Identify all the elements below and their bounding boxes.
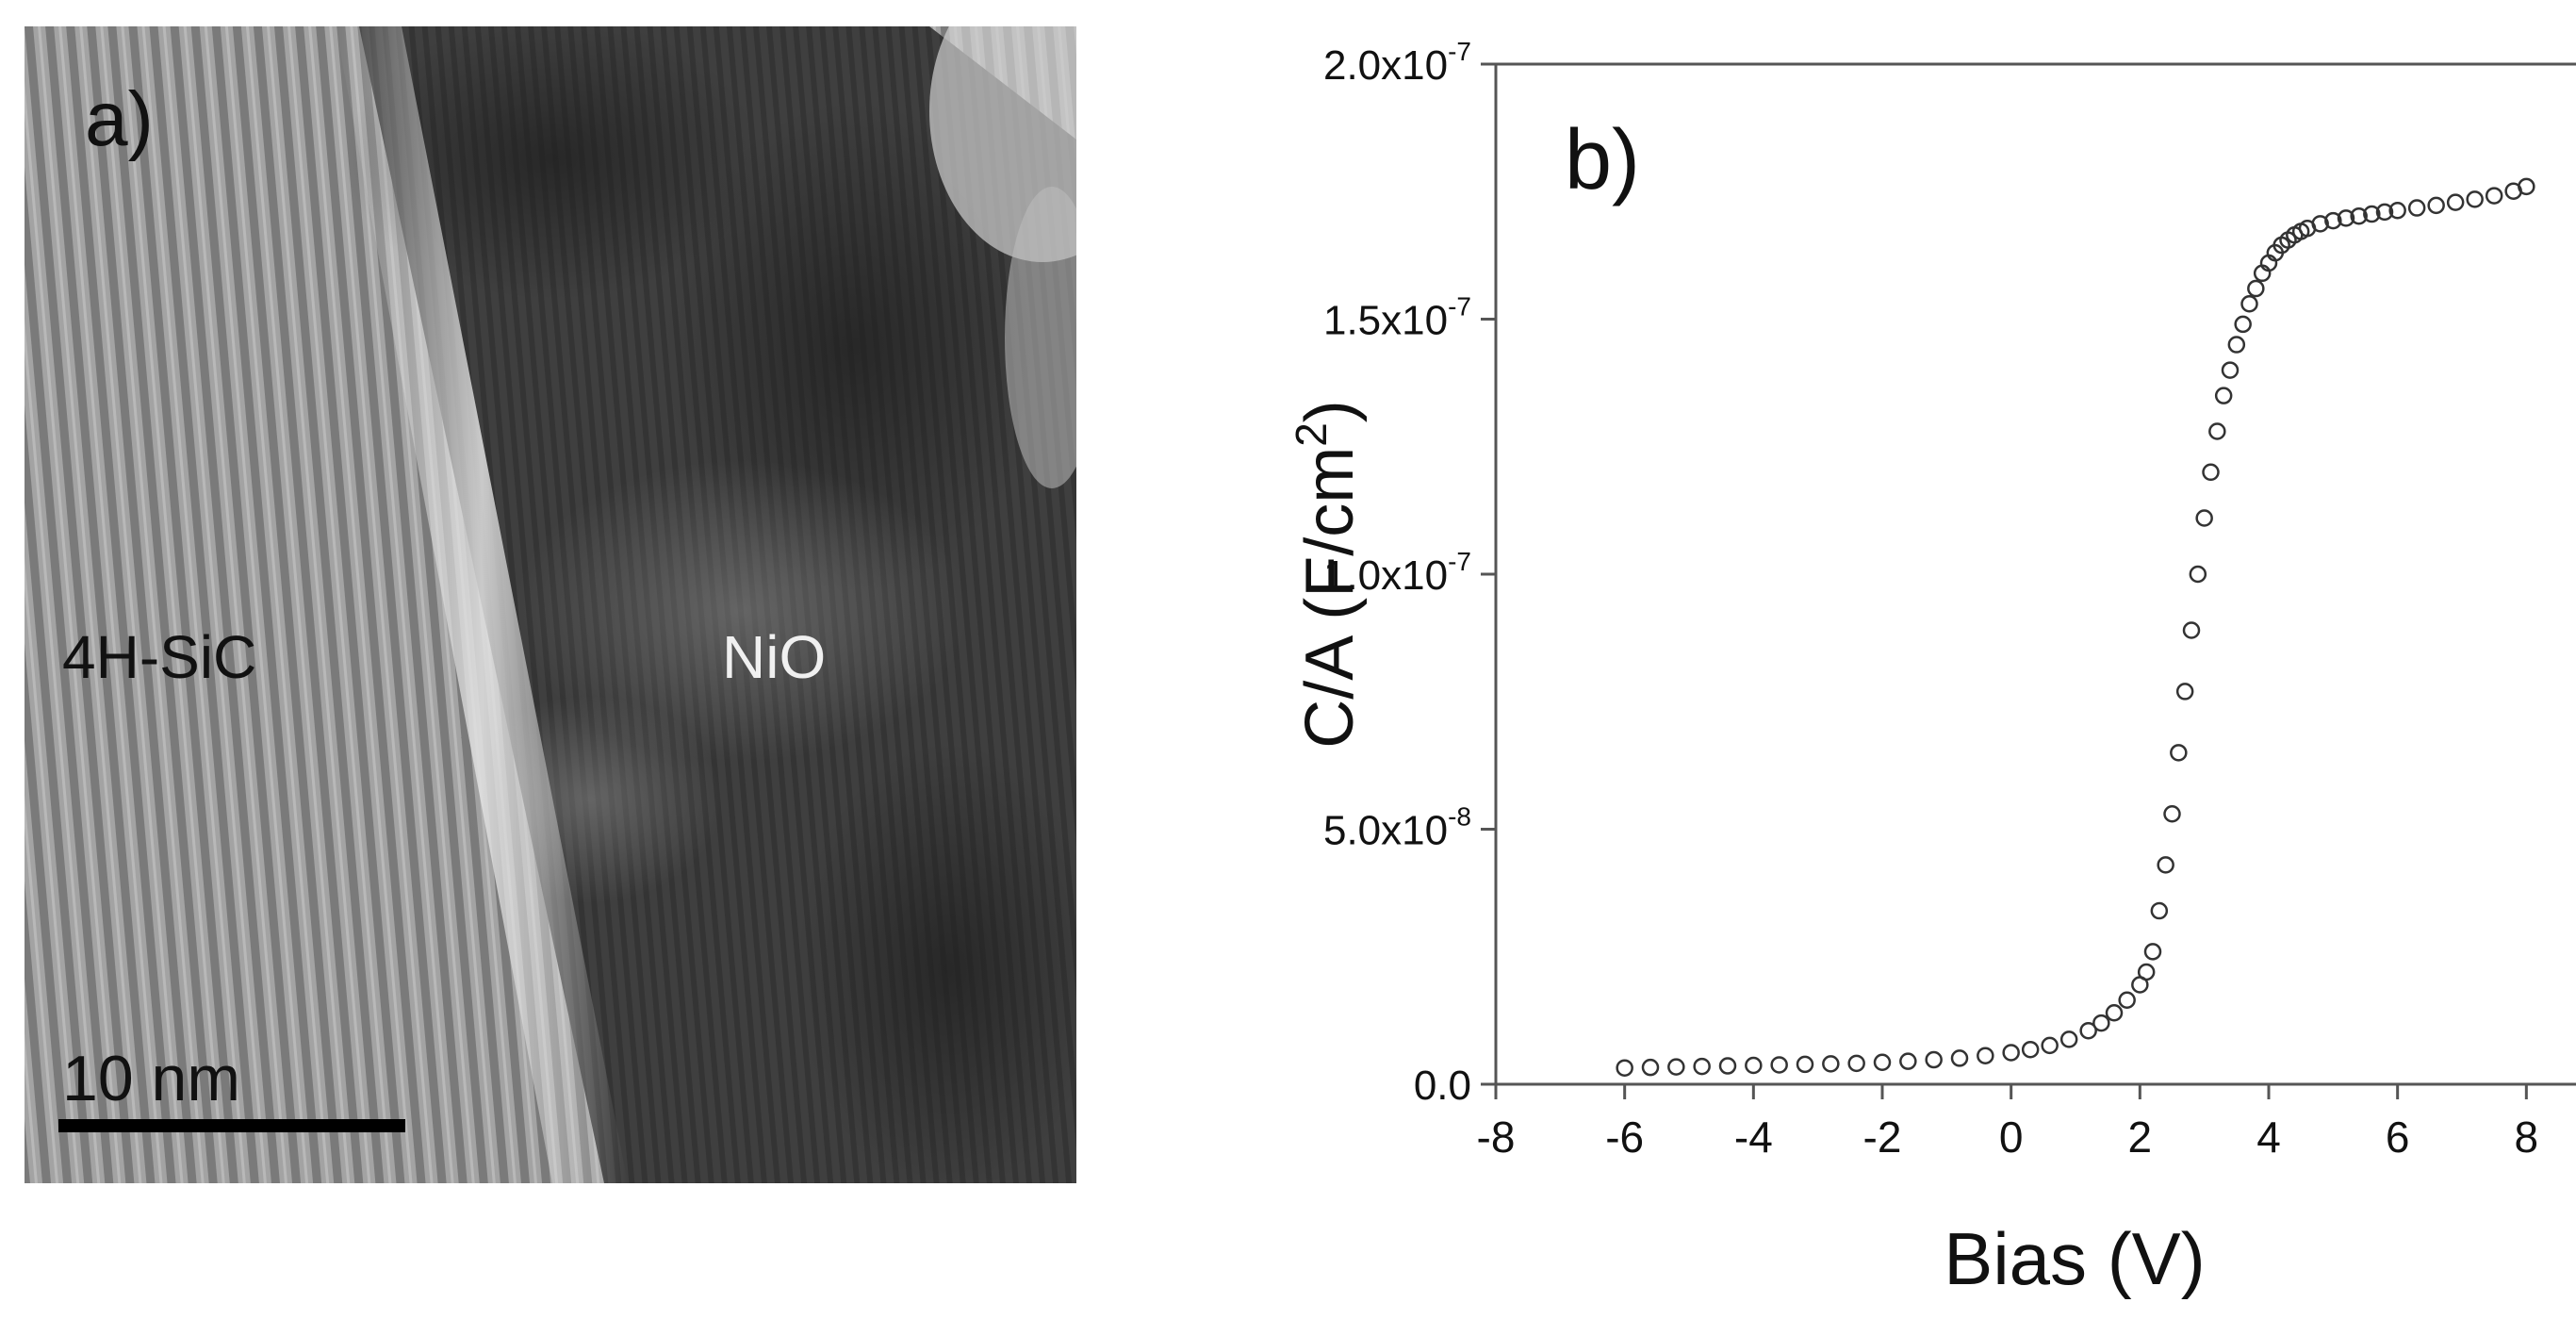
data-point bbox=[2214, 387, 2233, 404]
data-point bbox=[2375, 203, 2394, 222]
x-tick-label: 6 bbox=[2386, 1113, 2410, 1162]
data-point bbox=[1667, 1058, 1685, 1076]
x-tick-label: -4 bbox=[1734, 1113, 1773, 1162]
data-point bbox=[2221, 361, 2240, 379]
panel-b-label: b) bbox=[1565, 113, 1640, 207]
data-point bbox=[1822, 1055, 1840, 1073]
data-point bbox=[1873, 1053, 1892, 1071]
y-tick-label: 2.0x10-7 bbox=[1323, 37, 1471, 89]
data-point bbox=[2227, 336, 2246, 354]
data-point bbox=[1770, 1056, 1788, 1074]
x-tick-label: 4 bbox=[2256, 1113, 2281, 1162]
data-point bbox=[2118, 991, 2136, 1009]
data-point bbox=[2137, 963, 2156, 981]
data-point bbox=[2092, 1014, 2110, 1032]
data-point bbox=[2189, 565, 2207, 584]
panel-a-label: a) bbox=[85, 76, 154, 162]
data-point bbox=[2175, 683, 2194, 701]
data-point bbox=[1847, 1054, 1865, 1073]
scale-bar bbox=[58, 1119, 405, 1132]
data-point bbox=[1925, 1050, 1943, 1069]
x-tick-label: 0 bbox=[1999, 1113, 2024, 1162]
data-point bbox=[2170, 744, 2188, 762]
y-tick-label: 1.0x10-7 bbox=[1323, 547, 1471, 599]
data-point bbox=[2311, 215, 2329, 233]
data-point bbox=[2234, 315, 2252, 334]
y-tick-label: 5.0x10-8 bbox=[1323, 802, 1471, 854]
y-axis-label: C/A (F/cm2) bbox=[1287, 400, 1368, 749]
data-point bbox=[2518, 177, 2535, 196]
data-point bbox=[2337, 209, 2355, 227]
data-point bbox=[2163, 805, 2181, 823]
y-axis-label-tail: ) bbox=[1292, 400, 1368, 422]
data-point bbox=[2041, 1036, 2059, 1055]
data-point bbox=[2324, 211, 2342, 230]
data-point bbox=[2485, 187, 2503, 205]
x-tick-label: 8 bbox=[2515, 1113, 2539, 1162]
data-point bbox=[1641, 1058, 1660, 1077]
x-tick-label: -6 bbox=[1605, 1113, 1644, 1162]
data-point bbox=[2247, 279, 2265, 298]
x-tick-label: 2 bbox=[2128, 1113, 2153, 1162]
plot-frame bbox=[1494, 62, 2576, 1086]
data-point bbox=[2059, 1030, 2078, 1048]
data-point bbox=[2182, 621, 2201, 639]
tem-image bbox=[25, 26, 1076, 1183]
data-point bbox=[2363, 205, 2381, 223]
data-point bbox=[2388, 202, 2406, 220]
nio-region-label: NiO bbox=[722, 623, 827, 691]
x-axis-label: Bias (V) bbox=[1944, 1217, 2205, 1300]
data-point bbox=[2427, 196, 2445, 215]
data-point bbox=[1796, 1055, 1814, 1074]
data-point bbox=[2002, 1044, 2020, 1062]
data-point bbox=[2202, 463, 2220, 482]
tem-micrograph-panel: a) 4H-SiC NiO 10 nm bbox=[25, 26, 1076, 1183]
data-point bbox=[2079, 1021, 2097, 1040]
x-tick-label: -8 bbox=[1477, 1113, 1516, 1162]
y-tick-label: 1.5x10-7 bbox=[1323, 292, 1471, 344]
data-point bbox=[2143, 943, 2162, 961]
cv-chart: b) 0.0 5.0x10-8 1.0x10-7 1.5x10-7 2.0x10-7 -… bbox=[1287, 37, 2576, 1300]
data-point bbox=[2446, 193, 2465, 211]
data-point bbox=[2021, 1040, 2040, 1059]
data-point bbox=[2240, 295, 2258, 313]
data-point bbox=[2350, 206, 2368, 225]
y-axis-label-main: C/A (F/cm bbox=[1292, 447, 1368, 749]
data-point bbox=[2150, 901, 2169, 920]
data-point bbox=[1977, 1047, 1994, 1064]
y-axis-label-sup: 2 bbox=[1287, 422, 1336, 447]
data-point bbox=[1899, 1052, 1917, 1070]
data-point bbox=[1950, 1049, 1969, 1067]
data-point bbox=[1718, 1057, 1737, 1075]
data-point bbox=[2157, 856, 2174, 874]
data-point bbox=[1616, 1059, 1633, 1077]
y-tick-label: 0.0 bbox=[1414, 1063, 1471, 1109]
data-point bbox=[1693, 1057, 1711, 1076]
data-point bbox=[2407, 199, 2426, 217]
data-point bbox=[2466, 190, 2484, 208]
data-point bbox=[1745, 1056, 1763, 1075]
data-point bbox=[2105, 1004, 2124, 1022]
data-point bbox=[2208, 422, 2226, 440]
data-point bbox=[2195, 509, 2213, 527]
scale-bar-label: 10 nm bbox=[62, 1043, 240, 1114]
x-tick-label: -2 bbox=[1863, 1113, 1902, 1162]
cv-chart-panel: b) 0.0 5.0x10-8 1.0x10-7 1.5x10-7 2.0x10-7 -… bbox=[1084, 0, 2576, 1314]
sic-region-label: 4H-SiC bbox=[62, 623, 257, 691]
